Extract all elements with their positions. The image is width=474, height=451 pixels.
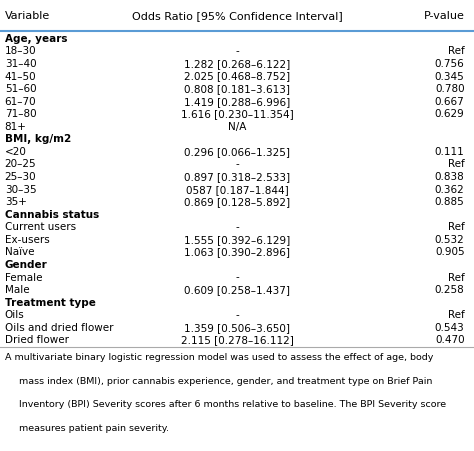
- Text: Oils and dried flower: Oils and dried flower: [5, 322, 113, 332]
- Text: 0.345: 0.345: [435, 71, 465, 81]
- Text: 0.296 [0.066–1.325]: 0.296 [0.066–1.325]: [184, 147, 290, 156]
- Text: 0.885: 0.885: [435, 197, 465, 207]
- Text: <20: <20: [5, 147, 27, 156]
- Text: 0.629: 0.629: [435, 109, 465, 119]
- Text: Treatment type: Treatment type: [5, 297, 96, 307]
- Text: 30–35: 30–35: [5, 184, 36, 194]
- Text: 1.359 [0.506–3.650]: 1.359 [0.506–3.650]: [184, 322, 290, 332]
- Text: Ref: Ref: [448, 222, 465, 232]
- Text: 1.063 [0.390–2.896]: 1.063 [0.390–2.896]: [184, 247, 290, 257]
- Text: 81+: 81+: [5, 121, 27, 132]
- Text: 51–60: 51–60: [5, 84, 36, 94]
- Text: Naïve: Naïve: [5, 247, 34, 257]
- Text: -: -: [235, 46, 239, 56]
- Text: measures patient pain severity.: measures patient pain severity.: [19, 423, 169, 432]
- Text: 2.115 [0.278–16.112]: 2.115 [0.278–16.112]: [181, 335, 293, 345]
- Text: 0.780: 0.780: [435, 84, 465, 94]
- Text: Ref: Ref: [448, 159, 465, 169]
- Text: 18–30: 18–30: [5, 46, 36, 56]
- Text: Current users: Current users: [5, 222, 76, 232]
- Text: 0.897 [0.318–2.533]: 0.897 [0.318–2.533]: [184, 172, 290, 182]
- Text: 0587 [0.187–1.844]: 0587 [0.187–1.844]: [186, 184, 288, 194]
- Text: Inventory (BPI) Severity scores after 6 months relative to baseline. The BPI Sev: Inventory (BPI) Severity scores after 6 …: [19, 400, 446, 409]
- Text: -: -: [235, 309, 239, 320]
- Text: Ref: Ref: [448, 309, 465, 320]
- Text: 0.869 [0.128–5.892]: 0.869 [0.128–5.892]: [184, 197, 290, 207]
- Text: BMI, kg/m2: BMI, kg/m2: [5, 134, 71, 144]
- Text: Odds Ratio [95% Confidence Interval]: Odds Ratio [95% Confidence Interval]: [132, 11, 342, 21]
- Text: -: -: [235, 159, 239, 169]
- Text: 0.470: 0.470: [435, 335, 465, 345]
- Text: 35+: 35+: [5, 197, 27, 207]
- Text: Ref: Ref: [448, 46, 465, 56]
- Text: 0.905: 0.905: [435, 247, 465, 257]
- Text: 61–70: 61–70: [5, 97, 36, 106]
- Text: Male: Male: [5, 285, 29, 295]
- Text: Ref: Ref: [448, 272, 465, 282]
- Text: P-value: P-value: [424, 11, 465, 21]
- Text: Gender: Gender: [5, 259, 47, 269]
- Text: 0.609 [0.258–1.437]: 0.609 [0.258–1.437]: [184, 285, 290, 295]
- Text: Variable: Variable: [5, 11, 50, 21]
- Text: N/A: N/A: [228, 121, 246, 132]
- Text: 31–40: 31–40: [5, 59, 36, 69]
- Text: 0.532: 0.532: [435, 235, 465, 244]
- Text: 25–30: 25–30: [5, 172, 36, 182]
- Text: Female: Female: [5, 272, 42, 282]
- Text: Ex-users: Ex-users: [5, 235, 49, 244]
- Text: 1.616 [0.230–11.354]: 1.616 [0.230–11.354]: [181, 109, 293, 119]
- Text: Cannabis status: Cannabis status: [5, 209, 99, 219]
- Text: 1.282 [0.268–6.122]: 1.282 [0.268–6.122]: [184, 59, 290, 69]
- Text: 2.025 [0.468–8.752]: 2.025 [0.468–8.752]: [184, 71, 290, 81]
- Text: 0.808 [0.181–3.613]: 0.808 [0.181–3.613]: [184, 84, 290, 94]
- Text: 0.756: 0.756: [435, 59, 465, 69]
- Text: 0.362: 0.362: [435, 184, 465, 194]
- Text: -: -: [235, 222, 239, 232]
- Text: -: -: [235, 272, 239, 282]
- Text: 71–80: 71–80: [5, 109, 36, 119]
- Text: Oils: Oils: [5, 309, 25, 320]
- Text: Dried flower: Dried flower: [5, 335, 69, 345]
- Text: A multivariate binary logistic regression model was used to assess the effect of: A multivariate binary logistic regressio…: [5, 353, 433, 362]
- Text: 0.543: 0.543: [435, 322, 465, 332]
- Text: 0.111: 0.111: [435, 147, 465, 156]
- Text: mass index (BMI), prior cannabis experience, gender, and treatment type on Brief: mass index (BMI), prior cannabis experie…: [19, 376, 432, 385]
- Text: 0.838: 0.838: [435, 172, 465, 182]
- Text: 41–50: 41–50: [5, 71, 36, 81]
- Text: 20–25: 20–25: [5, 159, 36, 169]
- Text: 0.667: 0.667: [435, 97, 465, 106]
- Text: Age, years: Age, years: [5, 34, 67, 44]
- Text: 1.555 [0.392–6.129]: 1.555 [0.392–6.129]: [184, 235, 290, 244]
- Text: 1.419 [0.288–6.996]: 1.419 [0.288–6.996]: [184, 97, 290, 106]
- Text: 0.258: 0.258: [435, 285, 465, 295]
